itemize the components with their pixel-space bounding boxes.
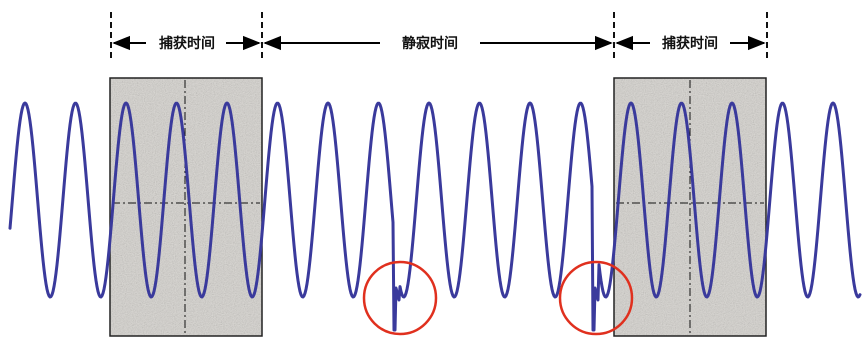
label-capture-time-left: 捕获时间 (159, 35, 215, 52)
capture-window-left (109, 77, 263, 337)
label-capture-time-right: 捕获时间 (662, 35, 718, 52)
boundary-ticks (110, 12, 768, 58)
glitch-marker-2 (558, 260, 634, 336)
glitch-marker-1 (362, 260, 438, 336)
capture-window-right (613, 77, 767, 337)
label-dead-time: 静寂时间 (402, 35, 458, 52)
signal-waveform (8, 101, 862, 332)
